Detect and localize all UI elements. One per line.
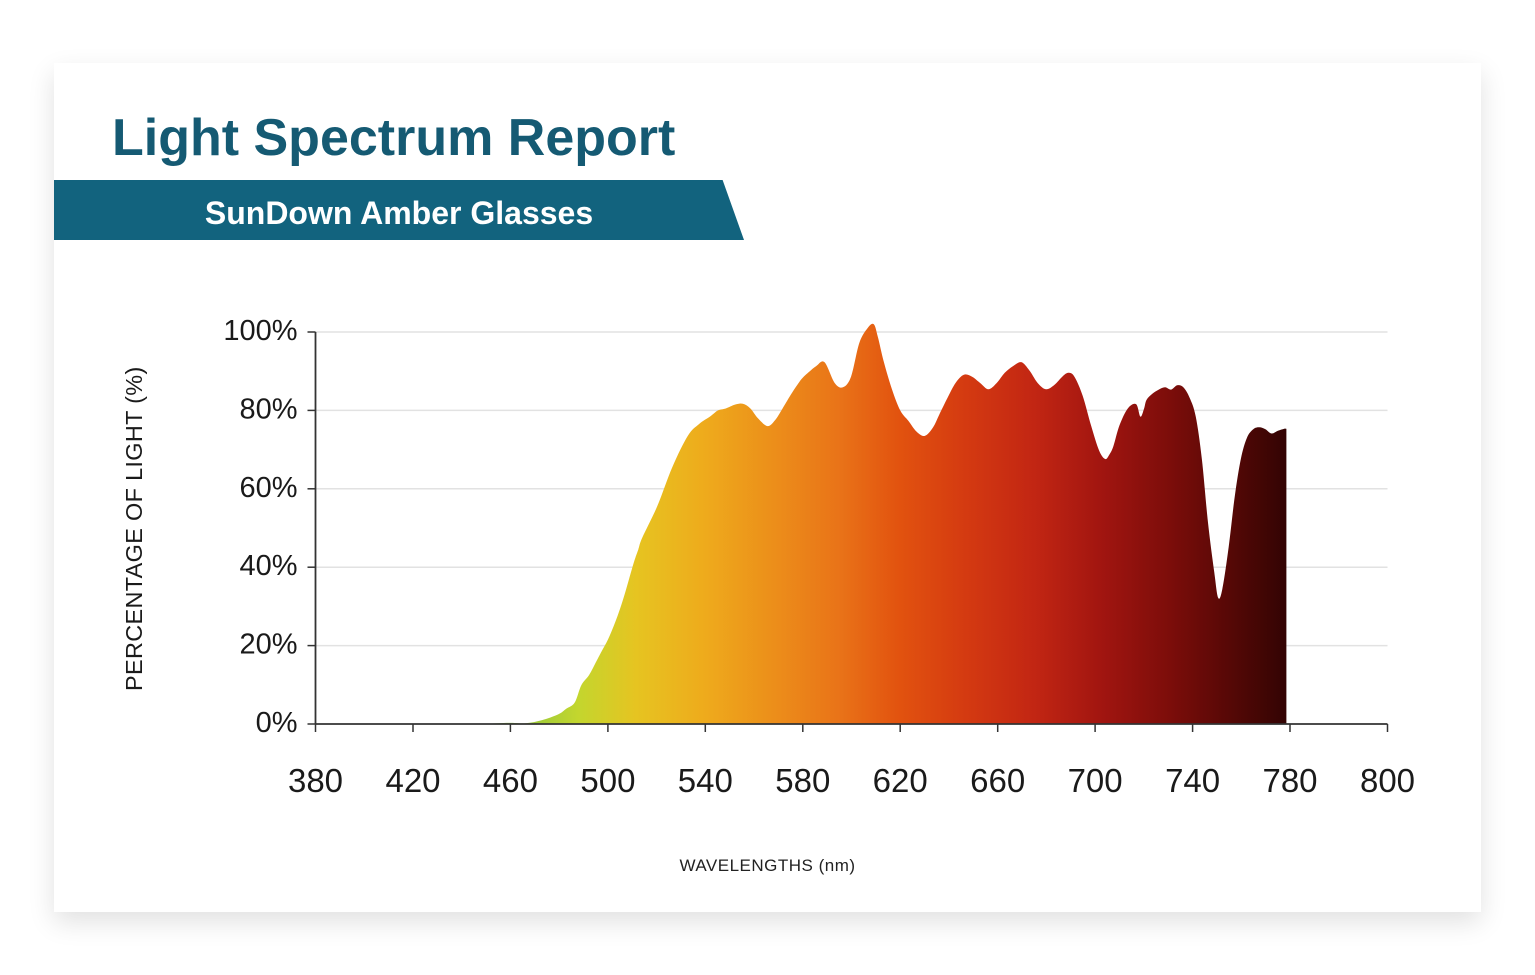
svg-text:0%: 0% <box>256 707 298 739</box>
svg-text:40%: 40% <box>239 550 297 582</box>
svg-text:60%: 60% <box>239 472 297 504</box>
svg-text:660: 660 <box>970 762 1025 799</box>
svg-text:380: 380 <box>288 762 343 799</box>
svg-text:100%: 100% <box>223 315 297 347</box>
svg-text:780: 780 <box>1262 762 1317 799</box>
svg-text:460: 460 <box>483 762 538 799</box>
svg-text:420: 420 <box>385 762 440 799</box>
svg-text:500: 500 <box>580 762 635 799</box>
svg-text:80%: 80% <box>239 393 297 425</box>
svg-text:540: 540 <box>678 762 733 799</box>
svg-text:700: 700 <box>1068 762 1123 799</box>
svg-text:740: 740 <box>1165 762 1220 799</box>
svg-text:800: 800 <box>1360 762 1415 799</box>
svg-text:620: 620 <box>873 762 928 799</box>
svg-text:580: 580 <box>775 762 830 799</box>
svg-text:20%: 20% <box>239 629 297 661</box>
